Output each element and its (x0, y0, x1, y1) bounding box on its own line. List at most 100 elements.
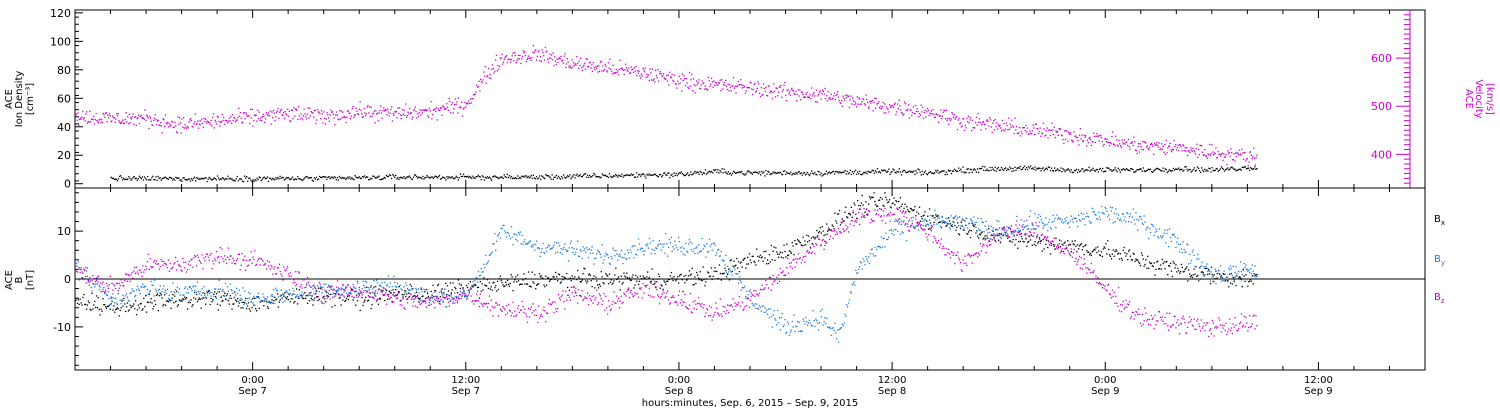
ion-density-point (892, 168, 894, 170)
bx-point (671, 277, 673, 279)
by-point (579, 249, 581, 251)
bx-point (98, 308, 100, 311)
by-point (200, 294, 202, 296)
bx-point (753, 260, 755, 262)
bx-point (1190, 274, 1193, 277)
by-point (389, 282, 391, 284)
solar-wind-velocity-point (388, 115, 390, 117)
bx-point (576, 278, 578, 281)
ion-density-point (516, 177, 518, 180)
bottom-panel-time-ticks (74, 188, 1426, 370)
bx-point (757, 255, 759, 257)
ion-density-point (189, 180, 192, 182)
bx-point (648, 276, 651, 279)
solar-wind-velocity-point (1256, 154, 1258, 156)
bx-point (774, 259, 776, 261)
solar-wind-velocity-point (781, 90, 784, 93)
by-point (488, 254, 491, 256)
bx-point (1047, 246, 1049, 249)
ion-density-point (1044, 168, 1046, 170)
by-point (399, 284, 401, 286)
bx-point (1127, 259, 1129, 261)
bx-point (802, 236, 804, 238)
solar-wind-velocity-point (612, 64, 614, 66)
ion-density-point (1160, 170, 1162, 172)
solar-wind-velocity-point (301, 117, 303, 119)
by-point (226, 299, 228, 301)
ion-density-point (571, 176, 573, 178)
solar-wind-velocity-point (1163, 151, 1165, 153)
ion-density-point (431, 176, 433, 178)
solar-wind-velocity-point (854, 101, 856, 103)
ion-density-point (490, 178, 492, 180)
ion-density-point (802, 172, 805, 174)
by-point (406, 287, 409, 290)
solar-wind-velocity-point (325, 118, 327, 120)
ion-density-point (462, 173, 465, 175)
solar-wind-velocity-point (491, 64, 494, 66)
ion-density-point (859, 170, 861, 172)
bx-point (582, 273, 584, 275)
solar-wind-velocity-point (785, 100, 788, 102)
by-point (366, 281, 368, 284)
bx-point (476, 300, 478, 302)
ion-density-point (1098, 168, 1101, 170)
solar-wind-velocity-point (177, 116, 179, 118)
ion-density-point (1025, 166, 1028, 169)
ion-density-point (679, 172, 681, 174)
ion-density-point (215, 179, 218, 181)
bx-point (645, 285, 647, 287)
solar-wind-velocity-point (648, 79, 650, 82)
ion-density-point (728, 173, 730, 175)
bx-point (820, 232, 822, 234)
by-point (603, 259, 605, 261)
ion-density-point (843, 171, 845, 173)
ion-density-point (830, 172, 833, 174)
bx-point (162, 305, 164, 307)
solar-wind-velocity-point (463, 107, 465, 109)
bx-point (821, 226, 823, 228)
solar-wind-velocity-point (152, 124, 154, 126)
bx-point (1221, 277, 1223, 279)
ion-density-point (794, 173, 796, 175)
solar-wind-velocity-point (780, 84, 782, 87)
ion-density-point (438, 174, 441, 177)
bx-point (276, 298, 278, 300)
solar-wind-velocity-point (584, 68, 587, 70)
by-point (180, 299, 182, 301)
bx-point (677, 276, 679, 278)
by-point (83, 278, 85, 281)
solar-wind-velocity-point (323, 111, 325, 113)
ion-density-point (1049, 169, 1052, 172)
by-point (505, 232, 507, 234)
ion-density-point (701, 173, 703, 176)
bx-point (1090, 254, 1092, 256)
solar-wind-velocity-point (237, 116, 239, 119)
ion-density-point (1055, 170, 1057, 172)
bx-point (417, 297, 420, 299)
bx-point (246, 307, 248, 310)
solar-wind-velocity-point (339, 118, 342, 120)
solar-wind-velocity-point (1198, 153, 1200, 156)
solar-wind-velocity-point (350, 117, 352, 120)
ion-density-point (324, 176, 326, 178)
bx-point (992, 230, 994, 232)
ion-density-point (654, 173, 656, 175)
solar-wind-velocity-point (1007, 129, 1009, 131)
ion-density-point (358, 176, 360, 178)
solar-wind-velocity-point (193, 123, 195, 125)
ion-density-point (767, 170, 769, 173)
ion-density-point (846, 170, 848, 173)
ion-density-point (1081, 168, 1083, 170)
ion-density-point (870, 171, 872, 173)
solar-wind-velocity-point (731, 85, 733, 87)
solar-wind-velocity-point (564, 53, 566, 55)
ion-density-point (833, 170, 835, 172)
solar-wind-velocity-point (670, 77, 672, 79)
solar-wind-velocity-point (513, 52, 516, 54)
solar-wind-velocity-point (624, 69, 626, 71)
bx-point (377, 303, 380, 305)
by-point (791, 320, 793, 323)
ion-density-point (677, 173, 679, 175)
by-point (687, 243, 690, 245)
